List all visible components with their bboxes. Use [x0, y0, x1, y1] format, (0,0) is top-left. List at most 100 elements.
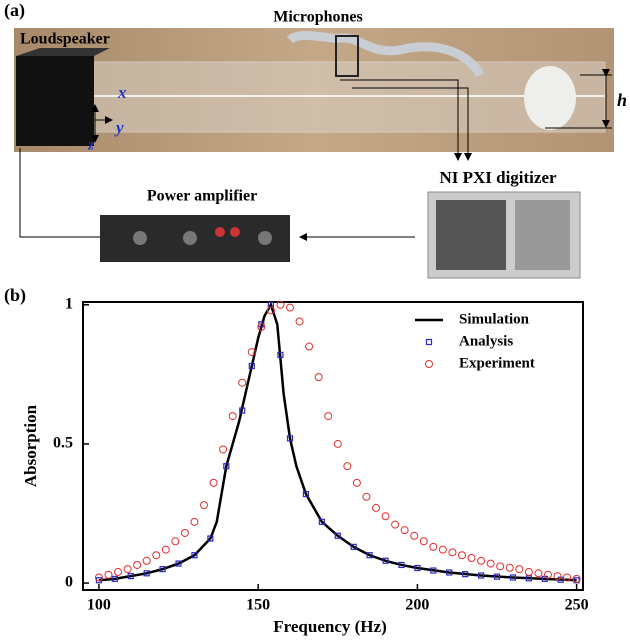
circle-marker [400, 526, 409, 535]
arrow [19, 148, 100, 238]
circle-marker [391, 520, 400, 529]
circle-marker [94, 573, 103, 582]
label: Power amplifier [147, 188, 257, 205]
circle-marker [410, 531, 419, 540]
square-marker [111, 575, 118, 582]
square-marker [509, 574, 517, 581]
circle-marker [152, 551, 161, 560]
knob [215, 227, 225, 237]
x-axis-label: Frequency (Hz) [273, 617, 386, 636]
circle-marker [133, 560, 142, 569]
panel-label: (a) [4, 0, 25, 21]
circle-marker [362, 492, 371, 501]
microphones-holder [335, 35, 359, 77]
legend-label: Simulation [459, 311, 530, 327]
circle-marker [324, 412, 333, 421]
module [436, 200, 506, 270]
square-marker [286, 435, 294, 442]
square-marker [350, 543, 357, 550]
circle-marker [381, 512, 390, 521]
circle-marker [305, 342, 314, 351]
circle-marker [238, 378, 247, 387]
circle-marker [477, 556, 486, 565]
legend-label: Analysis [459, 333, 513, 349]
square-marker [382, 557, 389, 564]
square-marker [175, 560, 182, 567]
square-marker [191, 552, 198, 559]
square-marker [477, 572, 485, 579]
x-tick-label: 200 [405, 597, 429, 614]
square-marker [430, 567, 437, 574]
cylinder [524, 66, 576, 130]
y-axis-label: Absorption [21, 404, 40, 487]
label: NI PXI digitizer [439, 168, 557, 187]
square-marker [493, 573, 501, 580]
circle-marker [515, 565, 524, 574]
square-marker [398, 561, 405, 569]
y-tick-label: 0.5 [53, 435, 73, 452]
circle-marker [438, 545, 447, 554]
circle-marker [247, 348, 256, 357]
legend-swatch [425, 338, 433, 346]
knob [133, 231, 147, 245]
axis-letter: y [114, 118, 124, 137]
circle-marker [486, 559, 495, 568]
x-tick-label: 100 [87, 597, 111, 614]
x-tick-label: 250 [565, 597, 589, 614]
square-marker [462, 571, 469, 578]
circle-marker [448, 548, 457, 557]
circle-marker [352, 478, 361, 487]
label: Microphones [273, 9, 362, 26]
square-marker [248, 362, 255, 370]
loudspeaker-top [16, 48, 110, 56]
circle-marker [457, 551, 466, 560]
square-marker [414, 564, 421, 572]
square-marker [334, 532, 341, 539]
legend-label: Experiment [459, 355, 535, 371]
circle-marker [429, 542, 438, 551]
circle-marker [286, 303, 295, 312]
circle-marker [343, 462, 352, 471]
circle-marker [104, 570, 113, 579]
circle-marker [257, 323, 266, 332]
circle-marker [543, 570, 552, 579]
square-marker [207, 535, 214, 542]
circle-marker [371, 503, 380, 512]
y-tick-label: 1 [65, 295, 73, 312]
circle-marker [467, 554, 476, 562]
square-marker [239, 407, 246, 414]
circle-marker [572, 574, 581, 583]
loudspeaker [16, 56, 94, 146]
circle-marker [524, 567, 533, 576]
axis-letter: x [117, 83, 127, 102]
circle-marker [171, 537, 180, 546]
circle-marker [553, 572, 562, 581]
circle-marker [228, 412, 237, 421]
square-marker [302, 490, 310, 498]
circle-marker [314, 373, 323, 382]
circle-marker [295, 317, 304, 326]
legend-swatch [425, 360, 433, 368]
plot-frame [82, 301, 584, 591]
square-marker [318, 518, 325, 525]
arrow [352, 87, 472, 161]
module [515, 200, 570, 270]
circle-marker [209, 478, 218, 487]
line [98, 301, 577, 582]
knob [258, 231, 272, 245]
circle-marker [180, 528, 189, 537]
knob [230, 227, 240, 237]
label: h [617, 90, 627, 110]
circle-marker [496, 562, 505, 571]
circle-marker [276, 300, 285, 309]
circle-marker [563, 573, 572, 582]
circle-marker [505, 563, 514, 572]
circle-marker [534, 569, 543, 578]
circle-marker [333, 439, 342, 448]
circle-marker [266, 306, 275, 315]
circle-marker [200, 501, 209, 510]
x-tick-label: 150 [246, 597, 270, 614]
circle-marker [142, 556, 151, 565]
circle-marker [419, 537, 428, 546]
